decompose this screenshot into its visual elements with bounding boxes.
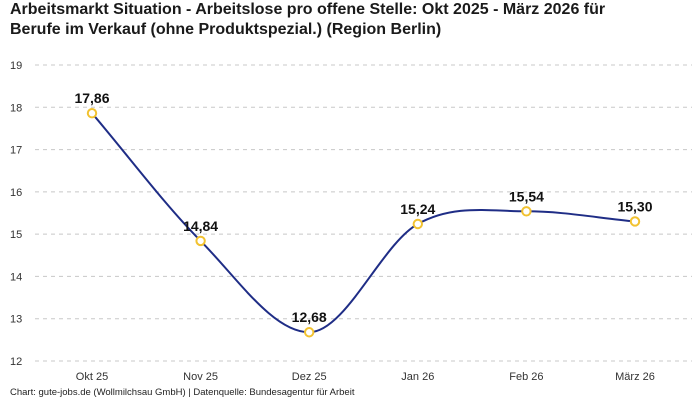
chart-source: Chart: gute-jobs.de (Wollmilchsau GmbH) … <box>10 387 355 398</box>
data-label: 14,84 <box>183 218 218 234</box>
data-point <box>304 327 315 338</box>
x-axis: Okt 25 Nov 25 Dez 25 Jan 26 Feb 26 März 26 <box>76 371 655 383</box>
y-tick-label: 12 <box>10 356 22 368</box>
series-line <box>91 112 636 334</box>
data-label: 15,54 <box>509 188 544 204</box>
data-point <box>412 218 423 230</box>
gridlines <box>35 64 692 362</box>
y-tick-label: 18 <box>10 102 22 114</box>
x-tick-label: Jan 26 <box>401 371 434 383</box>
y-tick-label: 19 <box>10 60 22 72</box>
x-tick-label: März 26 <box>615 371 655 383</box>
y-tick-label: 17 <box>10 145 22 157</box>
data-label: 17,86 <box>74 90 109 106</box>
x-tick-label: Feb 26 <box>509 371 543 383</box>
y-axis: 12 13 14 15 16 17 18 19 <box>10 60 22 368</box>
x-tick-label: Dez 25 <box>292 371 327 383</box>
chart-title-line-2: Berufe im Verkauf (ohne Produktspezial.)… <box>10 21 442 38</box>
data-labels: 17,86 14,84 12,68 15,24 15,54 15,30 <box>74 90 652 325</box>
chart-title: Arbeitsmarkt Situation - Arbeitslose pro… <box>10 0 690 40</box>
y-tick-label: 14 <box>10 271 22 283</box>
x-tick-label: Nov 25 <box>183 371 218 383</box>
y-tick-label: 13 <box>10 314 22 326</box>
data-point <box>86 108 98 119</box>
data-label: 15,30 <box>617 198 652 214</box>
chart-title-line-1: Arbeitsmarkt Situation - Arbeitslose pro… <box>10 1 606 18</box>
y-tick-label: 16 <box>10 187 22 199</box>
data-point <box>521 206 532 217</box>
x-tick-label: Okt 25 <box>76 371 108 383</box>
data-label: 12,68 <box>292 309 327 325</box>
data-markers <box>86 108 641 338</box>
data-point <box>195 235 206 247</box>
y-tick-label: 15 <box>10 229 22 241</box>
data-label: 15,24 <box>400 201 435 217</box>
data-point <box>629 216 641 227</box>
